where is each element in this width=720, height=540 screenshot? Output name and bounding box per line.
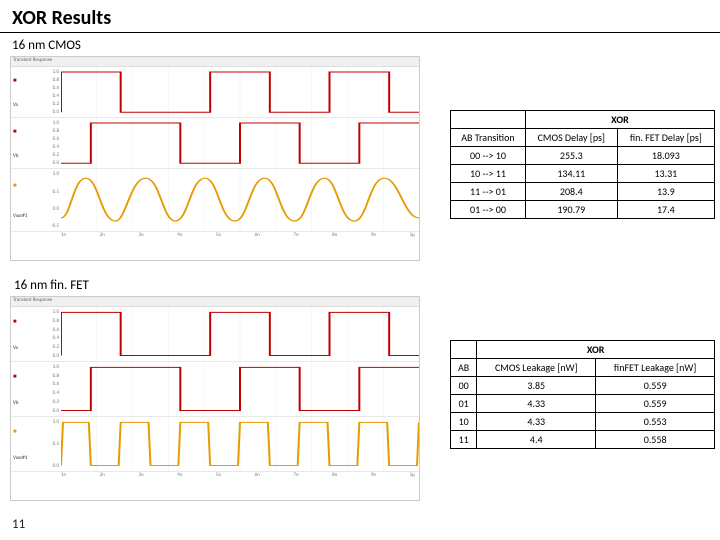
table-cell: 18.093 [617, 147, 714, 165]
signal-label: ■Vxor#1 [11, 169, 43, 230]
table-cell: 17.4 [617, 201, 714, 219]
waveform-header: Transient Response [11, 57, 419, 67]
table-cell: 10 [451, 413, 477, 431]
table-row: 104.330.553 [451, 413, 715, 431]
waveform-yaxis: 1.00.80.60.40.20.0 [43, 118, 61, 168]
waveform-plot [61, 67, 419, 117]
subtitle-cmos: 16 nm CMOS [12, 38, 81, 53]
table-cell: 01 --> 00 [451, 201, 526, 219]
waveform-row: ■Va1.00.80.60.40.20.0 [11, 307, 419, 362]
waveform-plot [61, 417, 419, 471]
table-cell: 134.11 [525, 165, 617, 183]
table-blank [451, 111, 526, 129]
table-cell: 0.558 [596, 431, 715, 449]
waveform-plot [61, 169, 419, 230]
waveform-header: Transient Response [11, 297, 419, 307]
waveform-yaxis: 1.00.50.0-0.5 [43, 169, 61, 230]
signal-label: ■Vb [11, 362, 43, 416]
waveform-panel-finfet: Transient Response ■Va1.00.80.60.40.20.0… [10, 296, 420, 501]
table-cell: 208.4 [525, 183, 617, 201]
table-cell: 00 [451, 377, 477, 395]
table-cell: 0.553 [596, 413, 715, 431]
table-row: 114.40.558 [451, 431, 715, 449]
signal-label: ■Vxor#1 [11, 417, 43, 471]
table-cell: 190.79 [525, 201, 617, 219]
table-cell: 3.85 [477, 377, 596, 395]
waveform-row: ■Vxor#11.00.50.0 [11, 417, 419, 472]
table-row: 014.330.559 [451, 395, 715, 413]
waveform-row: ■Va1.00.80.60.40.20.0 [11, 67, 419, 118]
waveform-row: ■Vxor#11.00.50.0-0.5 [11, 169, 419, 231]
table-column-header: AB [451, 359, 477, 377]
table-cell: 13.31 [617, 165, 714, 183]
table-cell: 0.559 [596, 395, 715, 413]
table-column-header: AB Transition [451, 129, 526, 147]
waveform-yaxis: 1.00.50.0 [43, 417, 61, 471]
waveform-xaxis: 1n2n3n4n5n6n7n8n9n1μ [11, 232, 419, 244]
waveform-plot [61, 362, 419, 416]
subtitle-finfet: 16 nm fin. FET [14, 278, 89, 293]
table-cell: 4.33 [477, 395, 596, 413]
waveform-row: ■Vb1.00.80.60.40.20.0 [11, 362, 419, 417]
table-cell: 00 --> 10 [451, 147, 526, 165]
table-row: 003.850.559 [451, 377, 715, 395]
waveform-panel-cmos: Transient Response ■Va1.00.80.60.40.20.0… [10, 56, 420, 261]
signal-label: ■Vb [11, 118, 43, 168]
waveform-plot [61, 307, 419, 361]
waveform-row: ■Vb1.00.80.60.40.20.0 [11, 118, 419, 169]
table-cell: 13.9 [617, 183, 714, 201]
title-underline [0, 32, 720, 33]
table-row: 00 --> 10255.318.093 [451, 147, 715, 165]
table-cell: 10 --> 11 [451, 165, 526, 183]
signal-label: ■Va [11, 307, 43, 361]
table-cell: 11 --> 01 [451, 183, 526, 201]
waveform-plot [61, 118, 419, 168]
table-row: 01 --> 00190.7917.4 [451, 201, 715, 219]
waveform-yaxis: 1.00.80.60.40.20.0 [43, 307, 61, 361]
table-cell: 4.4 [477, 431, 596, 449]
table-cell: 0.559 [596, 377, 715, 395]
table-column-header: finFET Leakage [nW] [596, 359, 715, 377]
table-cell: 11 [451, 431, 477, 449]
table-super-header: XOR [477, 341, 715, 359]
page-title: XOR Results [12, 6, 111, 30]
page-number: 11 [12, 517, 25, 532]
table-column-header: CMOS Leakage [nW] [477, 359, 596, 377]
leakage-table: XOR ABCMOS Leakage [nW]finFET Leakage [n… [450, 340, 715, 449]
table-super-header: XOR [525, 111, 714, 129]
signal-label: ■Va [11, 67, 43, 117]
table-blank [451, 341, 477, 359]
table-cell: 4.33 [477, 413, 596, 431]
table-row: 11 --> 01208.413.9 [451, 183, 715, 201]
delay-table: XOR AB TransitionCMOS Delay [ps]fin. FET… [450, 110, 715, 219]
waveform-xaxis: 1n2n3n4n5n6n7n8n9n1μ [11, 472, 419, 484]
table-column-header: CMOS Delay [ps] [525, 129, 617, 147]
table-row: 10 --> 11134.1113.31 [451, 165, 715, 183]
waveform-yaxis: 1.00.80.60.40.20.0 [43, 67, 61, 117]
table-cell: 255.3 [525, 147, 617, 165]
waveform-yaxis: 1.00.80.60.40.20.0 [43, 362, 61, 416]
table-column-header: fin. FET Delay [ps] [617, 129, 714, 147]
table-cell: 01 [451, 395, 477, 413]
